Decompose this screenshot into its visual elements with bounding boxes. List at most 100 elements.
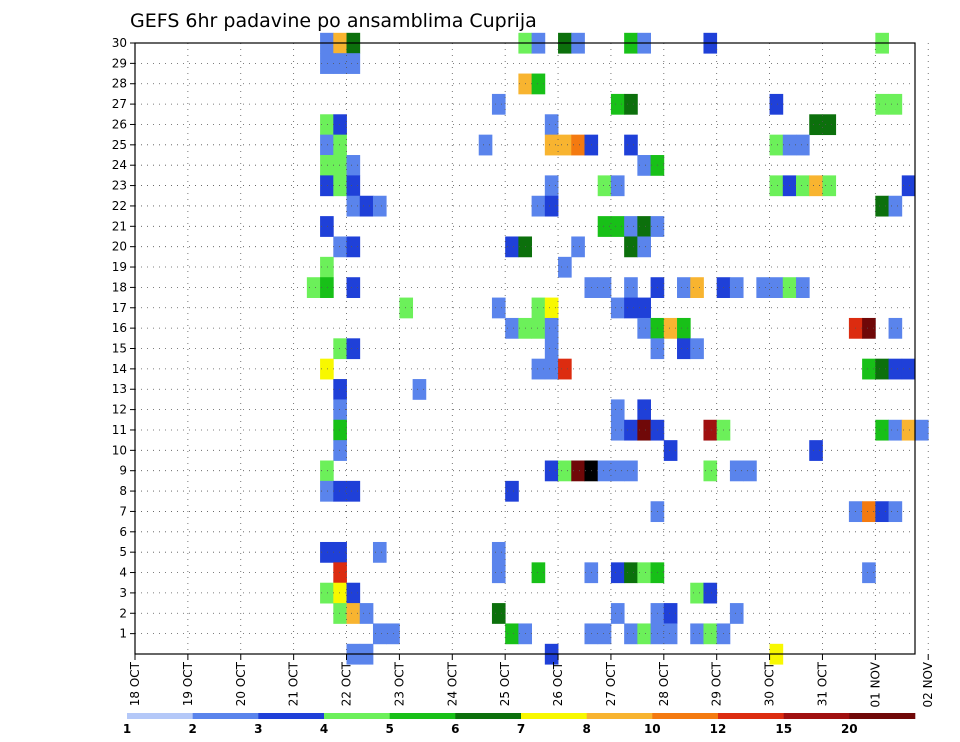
heatmap-cell bbox=[610, 216, 625, 237]
y-tick-label: 24 bbox=[112, 158, 127, 172]
heatmap-cell bbox=[809, 114, 823, 136]
heatmap-cell bbox=[531, 317, 546, 339]
heatmap-cell bbox=[346, 603, 361, 624]
heatmap-cell bbox=[491, 297, 506, 319]
colorbar-label: 15 bbox=[775, 722, 792, 736]
heatmap-cell bbox=[862, 562, 876, 584]
heatmap-cell bbox=[320, 216, 334, 237]
heatmap-cell bbox=[637, 562, 651, 584]
heatmap-cell bbox=[809, 175, 823, 197]
heatmap-cell bbox=[677, 277, 691, 298]
heatmap-cell bbox=[677, 317, 691, 339]
heatmap-cell bbox=[915, 419, 929, 441]
heatmap-cell bbox=[796, 175, 810, 197]
heatmap-cell bbox=[769, 93, 784, 115]
heatmap-cell bbox=[769, 277, 784, 298]
heatmap-cell bbox=[346, 338, 361, 360]
heatmap-cell bbox=[320, 480, 334, 502]
x-tick-label: 21 OCT bbox=[287, 661, 301, 706]
colorbar-legend: 1 2 3 4 5 6 7 8 10 12 15 20 bbox=[123, 713, 916, 736]
y-tick-label: 28 bbox=[112, 77, 127, 91]
heatmap-cell bbox=[478, 134, 493, 156]
y-tick-label: 20 bbox=[112, 240, 127, 254]
heatmap-cell bbox=[743, 460, 757, 482]
x-tick-label: 29 OCT bbox=[710, 661, 724, 706]
heatmap-cell bbox=[862, 501, 876, 523]
heatmap-cell bbox=[320, 358, 334, 380]
y-tick-label: 1 bbox=[119, 627, 127, 641]
heatmap-cell bbox=[729, 277, 744, 298]
heatmap-cell bbox=[505, 236, 519, 258]
heatmap-cell bbox=[624, 134, 638, 156]
heatmap-cell bbox=[346, 277, 361, 298]
y-tick-label: 30 bbox=[112, 36, 127, 50]
heatmap-cell bbox=[505, 623, 519, 645]
heatmap-cell bbox=[703, 623, 718, 645]
heatmap-cell bbox=[624, 419, 638, 441]
heatmap-cell bbox=[888, 93, 903, 115]
y-tick-label: 4 bbox=[119, 566, 127, 580]
heatmap-cell bbox=[346, 175, 361, 197]
heatmap-cell bbox=[544, 297, 559, 319]
x-tick-label: 24 OCT bbox=[445, 661, 459, 706]
colorbar-swatch bbox=[783, 713, 850, 719]
heatmap-cell bbox=[531, 195, 546, 217]
heatmap-cell bbox=[637, 419, 651, 441]
heatmap-cell bbox=[610, 175, 625, 197]
y-tick-label: 12 bbox=[112, 403, 127, 417]
heatmap-cell bbox=[531, 297, 546, 319]
heatmap-cell bbox=[306, 277, 321, 298]
heatmap-cell bbox=[558, 134, 572, 156]
colorbar-label: 2 bbox=[189, 722, 197, 736]
heatmap-cell bbox=[372, 195, 387, 217]
heatmap-cell bbox=[412, 379, 427, 400]
y-tick-label: 18 bbox=[112, 280, 127, 294]
y-tick-label: 5 bbox=[119, 545, 127, 559]
heatmap-cell bbox=[531, 358, 546, 380]
heatmap-cell bbox=[571, 236, 585, 258]
heatmap-cell bbox=[862, 317, 876, 339]
heatmap-cell bbox=[359, 603, 374, 624]
colorbar-swatch bbox=[586, 713, 653, 719]
heatmap-cell bbox=[491, 603, 506, 624]
heatmap-cell bbox=[690, 277, 704, 298]
y-tick-label: 17 bbox=[112, 301, 127, 315]
heatmap-cell bbox=[571, 134, 585, 156]
heatmap-cell bbox=[610, 460, 625, 482]
heatmap-cell bbox=[875, 419, 889, 441]
heatmap-cell bbox=[703, 419, 718, 441]
colorbar-label: 12 bbox=[710, 722, 727, 736]
x-tick-label: 19 OCT bbox=[181, 661, 195, 706]
y-tick-label: 16 bbox=[112, 321, 127, 335]
heatmap-cell bbox=[346, 155, 361, 176]
heatmap-cell bbox=[333, 582, 347, 604]
heatmap-cell bbox=[703, 582, 718, 604]
heatmap-cell bbox=[320, 277, 334, 298]
heatmap-cell bbox=[624, 236, 638, 258]
heatmap-cell bbox=[663, 317, 678, 339]
heatmap-cell bbox=[333, 603, 347, 624]
heatmap-cell bbox=[624, 216, 638, 237]
y-tick-label: 10 bbox=[112, 443, 127, 457]
heatmap-cell bbox=[756, 277, 770, 298]
heatmap-cell bbox=[544, 460, 559, 482]
colorbar-label: 20 bbox=[841, 722, 858, 736]
heatmap-cell bbox=[901, 419, 916, 441]
heatmap-cell bbox=[505, 480, 519, 502]
heatmap-cell bbox=[491, 93, 506, 115]
colorbar-swatch bbox=[652, 713, 719, 719]
heatmap-cell bbox=[637, 317, 651, 339]
heatmap-cell bbox=[597, 216, 612, 237]
x-tick-label: 28 OCT bbox=[657, 661, 671, 706]
heatmap-cell bbox=[333, 175, 347, 197]
heatmap-cell bbox=[544, 195, 559, 217]
heatmap-cell bbox=[505, 317, 519, 339]
heatmap-cell bbox=[862, 358, 876, 380]
heatmap-cell bbox=[544, 317, 559, 339]
heatmap-cell bbox=[690, 623, 704, 645]
heatmap-cell bbox=[624, 623, 638, 645]
y-tick-label: 26 bbox=[112, 117, 127, 131]
colorbar-label: 8 bbox=[583, 722, 591, 736]
heatmap-cell bbox=[544, 338, 559, 360]
